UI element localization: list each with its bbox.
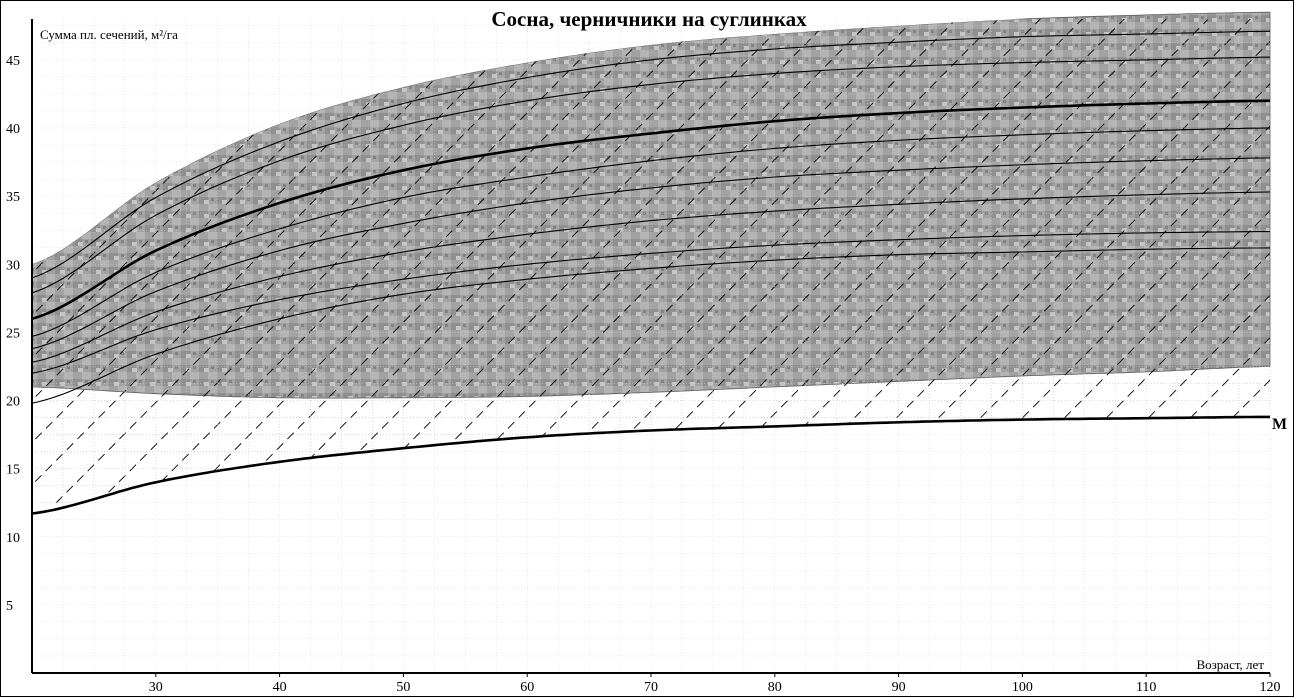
y-tick-label: 25 bbox=[6, 326, 20, 341]
y-tick-label: 10 bbox=[6, 531, 20, 546]
hatch-line bbox=[979, 210, 1270, 504]
hatch-line bbox=[769, 19, 1251, 504]
hatch-line bbox=[1063, 294, 1270, 504]
y-tick-label: 20 bbox=[6, 395, 20, 410]
hatch-line bbox=[181, 19, 663, 504]
y-axis-label: Сумма пл. сечений, м²/га bbox=[40, 27, 178, 42]
hatch-line bbox=[895, 125, 1270, 504]
x-tick-label: 60 bbox=[520, 680, 534, 695]
hatch-line bbox=[853, 83, 1270, 504]
hatch-line bbox=[433, 19, 915, 504]
x-tick-label: 90 bbox=[892, 680, 906, 695]
x-tick-label: 120 bbox=[1260, 680, 1281, 695]
x-tick-label: 30 bbox=[149, 680, 163, 695]
series-label-m: M bbox=[1272, 416, 1287, 433]
series-line-4 bbox=[32, 127, 1270, 338]
hatch-line bbox=[559, 19, 1041, 504]
x-tick-label: 70 bbox=[644, 680, 658, 695]
dashed-hatching bbox=[1, 1, 1270, 673]
hatch-line bbox=[1147, 379, 1270, 504]
hatch-line bbox=[1, 1, 30, 503]
hatch-line bbox=[601, 19, 1083, 504]
y-tick-label: 30 bbox=[6, 258, 20, 273]
hatch-line bbox=[517, 19, 999, 504]
hatch-line bbox=[1105, 337, 1270, 504]
y-tick-label: 35 bbox=[6, 190, 20, 205]
hatch-line bbox=[307, 19, 789, 504]
hatch-line bbox=[349, 19, 831, 504]
series-line-7 bbox=[32, 231, 1270, 374]
x-tick-label: 100 bbox=[1012, 680, 1033, 695]
series-line-3 bbox=[32, 99, 1270, 321]
x-tick-label: 80 bbox=[768, 680, 782, 695]
series-line-9 bbox=[32, 415, 1270, 515]
hatch-line bbox=[265, 19, 747, 504]
y-tick-label: 15 bbox=[6, 463, 20, 478]
hatch-line bbox=[685, 19, 1167, 504]
x-tick-label: 110 bbox=[1136, 680, 1156, 695]
series-line-8 bbox=[32, 247, 1270, 404]
hatch-line bbox=[391, 19, 873, 504]
y-tick-label: 5 bbox=[6, 599, 13, 614]
chart-title: Сосна, черничники на суглинках bbox=[491, 7, 807, 31]
series-line-6 bbox=[32, 191, 1270, 363]
y-tick-label: 40 bbox=[6, 122, 20, 137]
series-line-5 bbox=[32, 157, 1270, 350]
hatch-line bbox=[1021, 252, 1270, 504]
hatch-line bbox=[97, 19, 579, 504]
hatch-line bbox=[727, 19, 1209, 504]
hatch-line bbox=[937, 167, 1270, 504]
hatch-line bbox=[643, 19, 1125, 504]
hatch-line bbox=[139, 19, 621, 504]
x-tick-label: 40 bbox=[273, 680, 287, 695]
x-axis-label: Возраст, лет bbox=[1197, 657, 1265, 672]
tick-labels: 30 40 50 60 70 80 90 100 110 120 5 10 15 20 25 30 35 40 45 bbox=[6, 54, 1281, 695]
series-line-2 bbox=[32, 56, 1270, 294]
y-tick-label: 45 bbox=[6, 54, 20, 69]
hatch-mask-upper bbox=[32, 19, 1270, 265]
series-line-1 bbox=[32, 30, 1270, 279]
series-lines bbox=[32, 30, 1270, 515]
x-tick-label: 50 bbox=[396, 680, 410, 695]
